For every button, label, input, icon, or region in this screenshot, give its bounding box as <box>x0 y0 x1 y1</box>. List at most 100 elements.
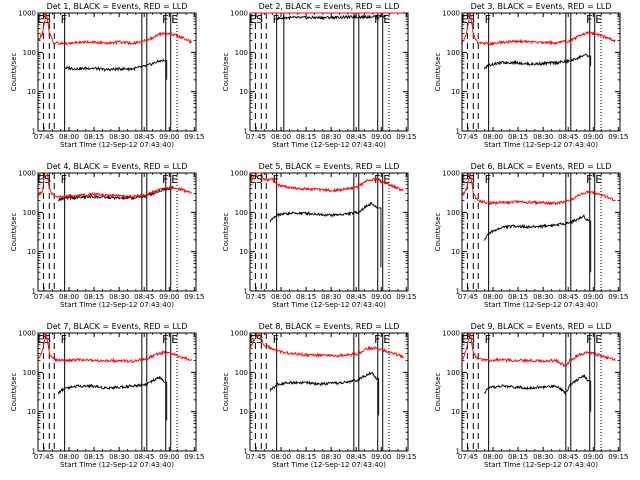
x-tick-label: 08:45 <box>558 133 578 141</box>
panel-det-8: Det 8, BLACK = Events, RED = LLD 1 10 100 10… <box>222 322 416 469</box>
x-tick-label: 08:15 <box>84 293 104 301</box>
y-tick-label: 1 <box>456 288 460 296</box>
y-tick-label: 100 <box>235 209 248 217</box>
panel-det-3: Det 3, BLACK = Events, RED = LLD 1 10 100 10… <box>434 2 628 149</box>
y-tick-label: 1 <box>244 288 248 296</box>
x-tick-label: 08:00 <box>483 133 503 141</box>
x-tick-label: 08:45 <box>346 293 366 301</box>
lld-series-line <box>37 332 192 364</box>
x-axis-label: Start Time (12-Sep-12 07:43:40) <box>484 141 598 149</box>
x-tick-label: 07:45 <box>458 293 478 301</box>
y-tick-label: 100 <box>447 209 460 217</box>
flag-label: E <box>171 13 178 26</box>
x-tick-label: 09:15 <box>396 133 416 141</box>
flag-label: E <box>595 173 602 186</box>
x-tick-label: 08:45 <box>346 133 366 141</box>
x-tick-label: 08:00 <box>271 133 291 141</box>
flag-label: F <box>61 333 67 346</box>
y-tick-label: 10 <box>451 408 460 416</box>
x-tick-label: 08:00 <box>59 293 79 301</box>
x-tick-label: 08:45 <box>558 293 578 301</box>
y-tick-label: 100 <box>235 49 248 57</box>
y-tick-label: 1 <box>456 128 460 136</box>
x-tick-label: 08:30 <box>109 133 129 141</box>
x-tick-label: 09:15 <box>184 133 204 141</box>
y-tick-label: 1000 <box>18 170 36 178</box>
y-axis-label: Counts/sec <box>434 213 442 252</box>
y-axis-label: Counts/sec <box>222 373 230 412</box>
flag-label: E <box>37 173 44 186</box>
panel-det-7: Det 7, BLACK = Events, RED = LLD 1 10 100 10… <box>10 322 204 469</box>
y-tick-label: 100 <box>235 369 248 377</box>
flag-label: E <box>171 173 178 186</box>
y-tick-label: 1 <box>456 448 460 456</box>
x-tick-label: 08:00 <box>271 293 291 301</box>
y-tick-label: 1 <box>244 448 248 456</box>
x-tick-label: 09:00 <box>583 133 603 141</box>
flag-label: E <box>37 333 44 346</box>
x-tick-label: 09:15 <box>396 293 416 301</box>
y-tick-label: 100 <box>447 369 460 377</box>
x-axis-label: Start Time (12-Sep-12 07:43:40) <box>484 461 598 469</box>
y-tick-label: 10 <box>27 88 36 96</box>
plot-frame <box>249 12 409 132</box>
panel-title: Det 5, BLACK = Events, RED = LLD <box>259 162 400 171</box>
flag-label: E <box>171 333 178 346</box>
x-tick-label: 08:45 <box>558 453 578 461</box>
x-axis-label: Start Time (12-Sep-12 07:43:40) <box>272 301 386 309</box>
y-tick-label: 10 <box>239 88 248 96</box>
panel-title: Det 1, BLACK = Events, RED = LLD <box>47 2 188 11</box>
lld-series-line <box>249 172 404 193</box>
events-series-line <box>484 214 592 273</box>
flag-label: S <box>256 333 263 346</box>
y-tick-label: 1000 <box>18 10 36 18</box>
events-series-line <box>484 374 592 412</box>
plot-frame <box>37 172 197 292</box>
flag-label: E <box>595 13 602 26</box>
flag-label: F <box>273 13 279 26</box>
plot-frame <box>249 172 409 292</box>
x-tick-label: 08:30 <box>321 453 341 461</box>
flag-label: E <box>461 333 468 346</box>
flag-label: F <box>273 173 279 186</box>
events-series-line <box>269 371 380 416</box>
flag-label: F <box>586 173 592 186</box>
x-tick-label: 08:15 <box>508 453 528 461</box>
flag-label: E <box>37 13 44 26</box>
y-axis-label: Counts/sec <box>222 213 230 252</box>
panel-title: Det 9, BLACK = Events, RED = LLD <box>471 322 612 331</box>
x-tick-label: 08:15 <box>84 453 104 461</box>
y-axis-label: Counts/sec <box>222 53 230 92</box>
events-series-line <box>58 186 174 202</box>
x-tick-label: 09:15 <box>184 453 204 461</box>
panel-det-6: Det 6, BLACK = Events, RED = LLD 1 10 100 10… <box>434 162 628 309</box>
x-tick-label: 09:00 <box>159 133 179 141</box>
x-tick-label: 08:15 <box>84 133 104 141</box>
y-tick-label: 10 <box>451 248 460 256</box>
plot-frame <box>37 332 197 452</box>
flag-label: F <box>162 13 168 26</box>
y-tick-label: 100 <box>23 369 36 377</box>
flag-label: E <box>383 173 390 186</box>
flag-label: S <box>256 173 263 186</box>
flag-label: F <box>162 173 168 186</box>
flag-label: S <box>256 13 263 26</box>
panel-title: Det 3, BLACK = Events, RED = LLD <box>471 2 612 11</box>
y-tick-label: 100 <box>23 49 36 57</box>
panel-title: Det 2, BLACK = Events, RED = LLD <box>259 2 400 11</box>
y-tick-label: 100 <box>447 49 460 57</box>
x-tick-label: 08:15 <box>508 133 528 141</box>
x-tick-label: 07:45 <box>34 453 54 461</box>
x-tick-label: 09:00 <box>583 293 603 301</box>
lld-series-line <box>461 173 616 206</box>
x-tick-label: 09:15 <box>184 293 204 301</box>
x-tick-label: 09:15 <box>608 453 628 461</box>
x-tick-label: 09:00 <box>371 453 391 461</box>
y-tick-label: 1000 <box>230 10 248 18</box>
x-tick-label: 08:45 <box>134 293 154 301</box>
x-tick-label: 08:30 <box>109 293 129 301</box>
flag-label: F <box>61 13 67 26</box>
x-tick-label: 07:45 <box>34 133 54 141</box>
x-tick-label: 08:30 <box>321 293 341 301</box>
